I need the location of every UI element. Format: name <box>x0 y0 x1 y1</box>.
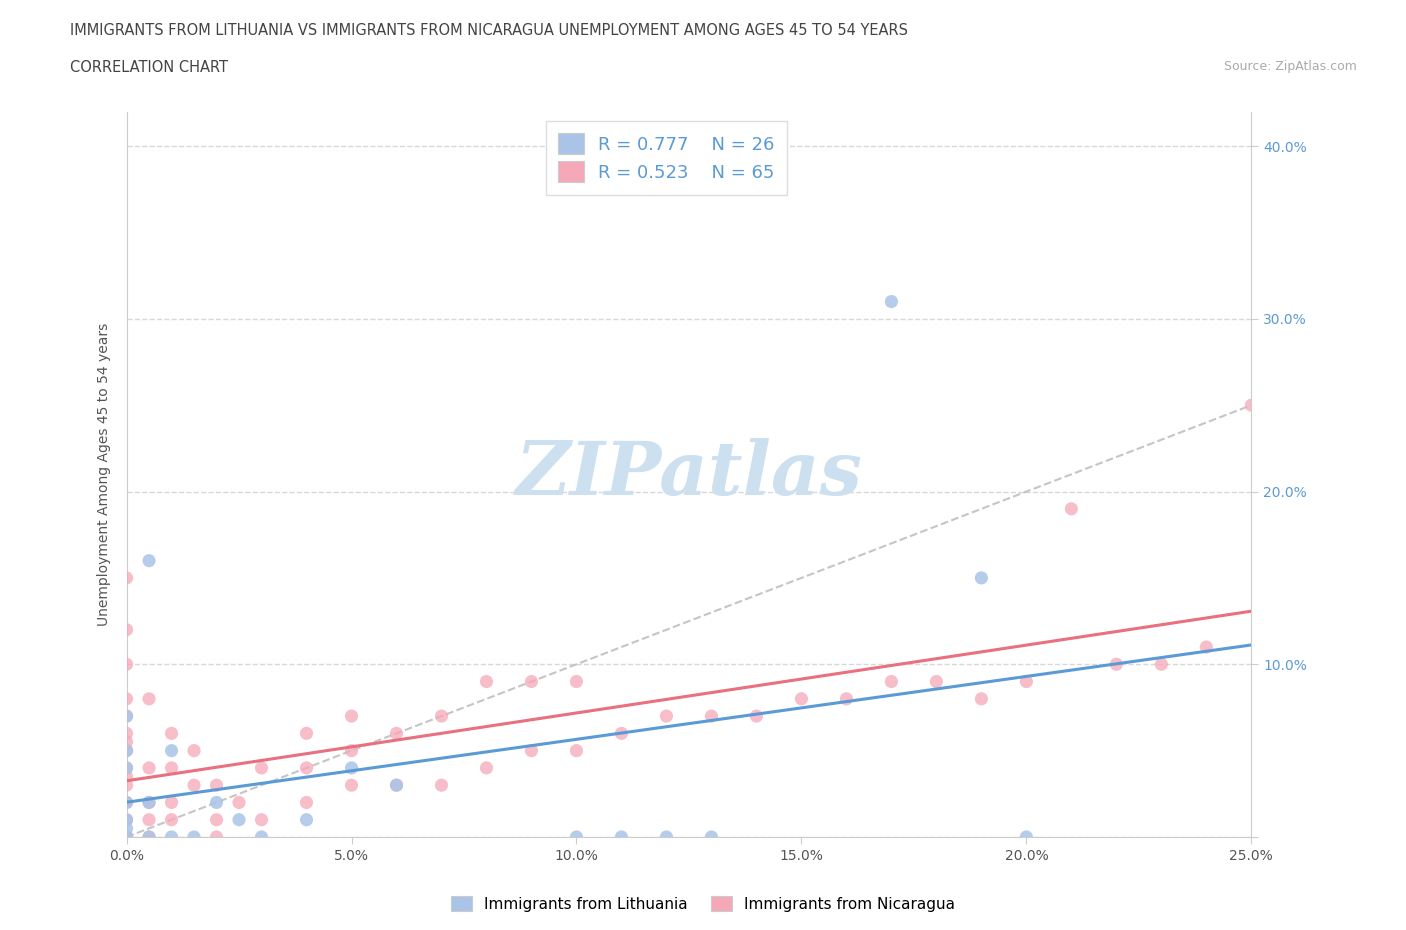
Point <box>295 726 318 741</box>
Point <box>340 709 363 724</box>
Point <box>250 761 273 776</box>
Point <box>138 691 160 706</box>
Point <box>160 795 183 810</box>
Point <box>115 761 138 776</box>
Point <box>700 709 723 724</box>
Point <box>520 674 543 689</box>
Point <box>1015 674 1038 689</box>
Point <box>1105 657 1128 671</box>
Point <box>115 795 138 810</box>
Point <box>1150 657 1173 671</box>
Point <box>138 795 160 810</box>
Point <box>115 726 138 741</box>
Point <box>115 743 138 758</box>
Point <box>655 830 678 844</box>
Point <box>340 743 363 758</box>
Point <box>1240 398 1263 413</box>
Point <box>138 553 160 568</box>
Point <box>183 777 205 792</box>
Point <box>115 709 138 724</box>
Point <box>520 743 543 758</box>
Point <box>205 812 228 827</box>
Point <box>880 294 903 309</box>
Point <box>295 812 318 827</box>
Point <box>138 795 160 810</box>
Point <box>138 812 160 827</box>
Point <box>115 821 138 836</box>
Point <box>835 691 858 706</box>
Y-axis label: Unemployment Among Ages 45 to 54 years: Unemployment Among Ages 45 to 54 years <box>97 323 111 626</box>
Point <box>115 622 138 637</box>
Point <box>115 657 138 671</box>
Point <box>115 769 138 784</box>
Text: CORRELATION CHART: CORRELATION CHART <box>70 60 228 75</box>
Point <box>115 830 138 844</box>
Point <box>228 795 250 810</box>
Point <box>970 570 993 585</box>
Point <box>340 761 363 776</box>
Point <box>385 726 408 741</box>
Point <box>250 830 273 844</box>
Point <box>160 761 183 776</box>
Point <box>565 743 588 758</box>
Point <box>115 830 138 844</box>
Point <box>115 709 138 724</box>
Point <box>250 812 273 827</box>
Text: Source: ZipAtlas.com: Source: ZipAtlas.com <box>1223 60 1357 73</box>
Point <box>205 830 228 844</box>
Point <box>610 830 633 844</box>
Point <box>228 812 250 827</box>
Point <box>1060 501 1083 516</box>
Point <box>138 830 160 844</box>
Point <box>745 709 768 724</box>
Point <box>925 674 948 689</box>
Point <box>138 830 160 844</box>
Point <box>385 777 408 792</box>
Point <box>160 726 183 741</box>
Point <box>1195 640 1218 655</box>
Point <box>340 777 363 792</box>
Point <box>475 674 498 689</box>
Point <box>183 830 205 844</box>
Point <box>655 709 678 724</box>
Point <box>205 795 228 810</box>
Point <box>160 812 183 827</box>
Point <box>385 777 408 792</box>
Point <box>565 830 588 844</box>
Point <box>475 761 498 776</box>
Point <box>115 570 138 585</box>
Point <box>430 777 453 792</box>
Point <box>115 691 138 706</box>
Point <box>430 709 453 724</box>
Point <box>183 743 205 758</box>
Point <box>205 777 228 792</box>
Point <box>115 743 138 758</box>
Point <box>138 761 160 776</box>
Point <box>970 691 993 706</box>
Text: IMMIGRANTS FROM LITHUANIA VS IMMIGRANTS FROM NICARAGUA UNEMPLOYMENT AMONG AGES 4: IMMIGRANTS FROM LITHUANIA VS IMMIGRANTS … <box>70 23 908 38</box>
Point <box>115 761 138 776</box>
Point <box>115 735 138 750</box>
Point <box>700 830 723 844</box>
Point <box>115 830 138 844</box>
Legend: R = 0.777    N = 26, R = 0.523    N = 65: R = 0.777 N = 26, R = 0.523 N = 65 <box>546 121 787 195</box>
Point <box>160 743 183 758</box>
Point <box>115 830 138 844</box>
Point <box>610 726 633 741</box>
Point <box>1015 830 1038 844</box>
Point <box>160 830 183 844</box>
Point <box>565 674 588 689</box>
Point <box>880 674 903 689</box>
Point <box>115 812 138 827</box>
Point <box>115 812 138 827</box>
Legend: Immigrants from Lithuania, Immigrants from Nicaragua: Immigrants from Lithuania, Immigrants fr… <box>444 889 962 918</box>
Text: ZIPatlas: ZIPatlas <box>516 438 862 511</box>
Point <box>115 777 138 792</box>
Point <box>295 795 318 810</box>
Point <box>115 795 138 810</box>
Point <box>295 761 318 776</box>
Point <box>790 691 813 706</box>
Point <box>115 830 138 844</box>
